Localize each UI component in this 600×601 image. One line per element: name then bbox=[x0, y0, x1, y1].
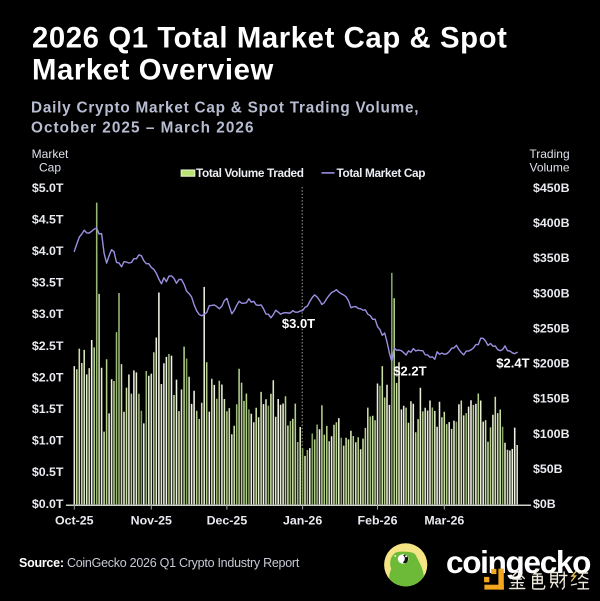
svg-text:$2.2T: $2.2T bbox=[393, 364, 426, 379]
svg-text:2026 Q1 Total Market Cap & Spo: 2026 Q1 Total Market Cap & Spot bbox=[32, 22, 508, 55]
svg-text:Total Market Cap: Total Market Cap bbox=[337, 166, 426, 180]
svg-text:$2.4T: $2.4T bbox=[496, 355, 529, 370]
svg-text:$1.0T: $1.0T bbox=[32, 434, 64, 448]
svg-text:$0B: $0B bbox=[533, 497, 556, 511]
svg-text:$2.0T: $2.0T bbox=[32, 370, 64, 384]
svg-text:Total Volume Traded: Total Volume Traded bbox=[196, 166, 304, 180]
svg-text:$3.0T: $3.0T bbox=[282, 316, 315, 331]
svg-text:Feb-26: Feb-26 bbox=[358, 514, 398, 528]
svg-text:Oct-25: Oct-25 bbox=[55, 514, 94, 528]
svg-text:$450B: $450B bbox=[533, 181, 570, 195]
svg-text:Mar-26: Mar-26 bbox=[424, 514, 464, 528]
svg-text:$1.5T: $1.5T bbox=[32, 402, 64, 416]
svg-text:coingecko: coingecko bbox=[446, 544, 591, 580]
svg-text:$50B: $50B bbox=[533, 462, 563, 476]
svg-text:Volume: Volume bbox=[529, 160, 569, 174]
svg-text:Market: Market bbox=[32, 147, 69, 161]
svg-text:$5.0T: $5.0T bbox=[32, 181, 64, 195]
svg-text:Daily Crypto Market Cap & Spot: Daily Crypto Market Cap & Spot Trading V… bbox=[31, 99, 419, 116]
svg-text:$2.5T: $2.5T bbox=[32, 339, 64, 353]
svg-text:Market Overview: Market Overview bbox=[32, 54, 274, 87]
svg-text:$250B: $250B bbox=[533, 321, 570, 335]
svg-text:Cap: Cap bbox=[39, 160, 61, 174]
svg-text:Trading: Trading bbox=[529, 147, 569, 161]
svg-text:$100B: $100B bbox=[533, 427, 570, 441]
svg-text:Source: CoinGecko 2026 Q1 Cryp: Source: CoinGecko 2026 Q1 Crypto Industr… bbox=[19, 556, 300, 570]
svg-text:Jan-26: Jan-26 bbox=[283, 514, 322, 528]
svg-text:Dec-25: Dec-25 bbox=[207, 514, 248, 528]
svg-text:$300B: $300B bbox=[533, 286, 570, 300]
svg-text:$150B: $150B bbox=[533, 392, 570, 406]
svg-text:$3.0T: $3.0T bbox=[32, 307, 64, 321]
svg-text:$4.5T: $4.5T bbox=[32, 212, 64, 226]
svg-text:October 2025 – March 2026: October 2025 – March 2026 bbox=[31, 119, 255, 136]
svg-text:$3.5T: $3.5T bbox=[32, 276, 64, 290]
svg-text:$200B: $200B bbox=[533, 357, 570, 371]
svg-text:$0.5T: $0.5T bbox=[32, 465, 64, 479]
svg-text:$350B: $350B bbox=[533, 251, 570, 265]
svg-text:$0.0T: $0.0T bbox=[32, 497, 64, 511]
svg-text:Nov-25: Nov-25 bbox=[131, 514, 172, 528]
svg-text:$400B: $400B bbox=[533, 216, 570, 230]
svg-text:$4.0T: $4.0T bbox=[32, 244, 64, 258]
